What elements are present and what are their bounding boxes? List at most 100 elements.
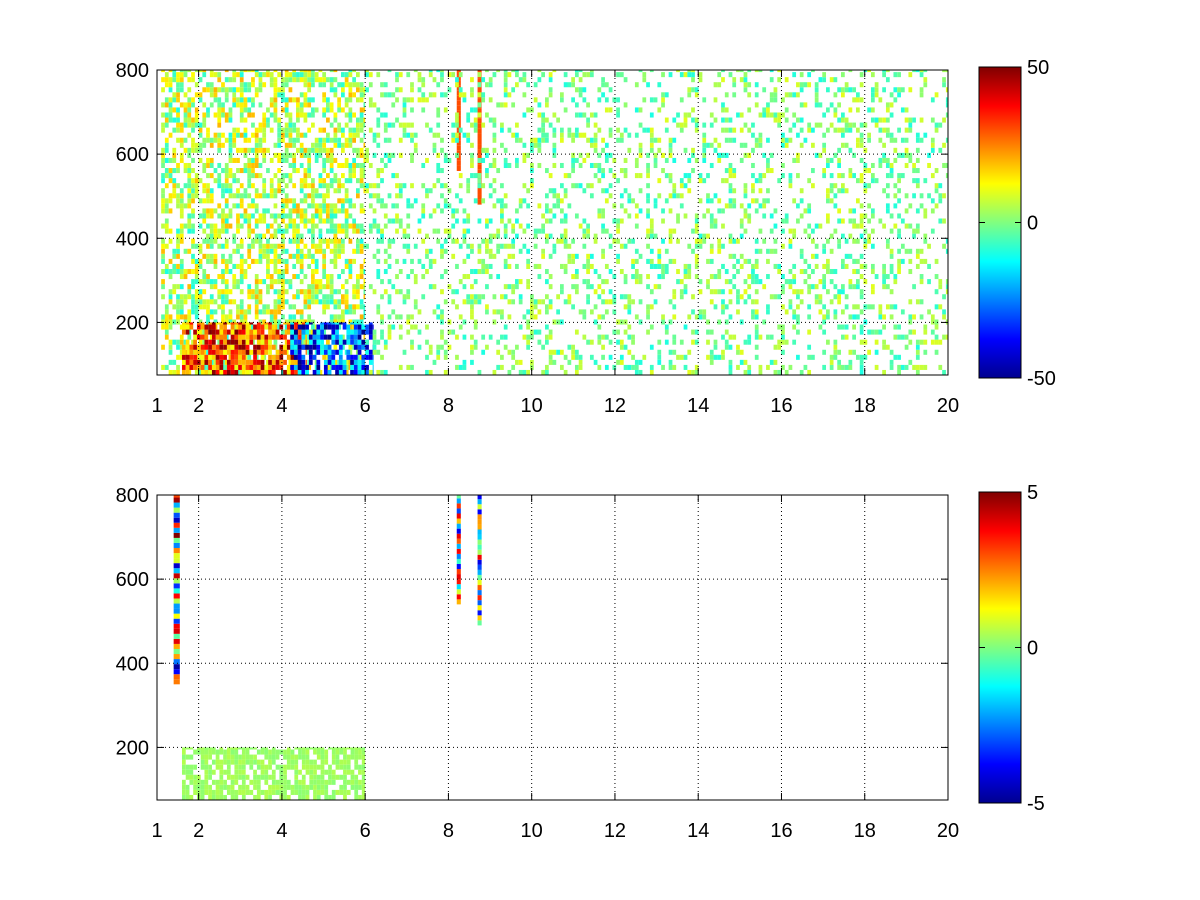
top-heatmap-cell [353, 322, 358, 325]
top-heatmap-cell [511, 87, 516, 93]
top-heatmap-cell [548, 218, 553, 224]
top-heatmap-cell [833, 339, 838, 345]
top-heatmap-cell [724, 168, 729, 174]
top-heatmap-cell [462, 97, 467, 103]
top-heatmap-cell [183, 314, 188, 320]
top-heatmap-cell [533, 314, 538, 320]
top-heatmap-cell [533, 263, 538, 269]
top-heatmap-cell [217, 173, 222, 179]
top-heatmap-cell [323, 364, 328, 370]
top-heatmap-cell [477, 194, 482, 200]
top-heatmap-cell [303, 178, 308, 184]
top-heatmap-cell [721, 102, 725, 108]
top-heatmap-cell [788, 238, 793, 244]
top-heatmap-cell [638, 188, 643, 194]
top-heatmap-cell [833, 309, 838, 315]
top-heatmap-cell [247, 304, 252, 310]
top-heatmap-cell [161, 193, 165, 199]
top-heatmap-cell [376, 228, 381, 234]
top-heatmap-cell [488, 274, 493, 280]
top-heatmap-cell [919, 117, 924, 123]
top-heatmap-cell [814, 152, 819, 158]
top-heatmap-cell [732, 92, 737, 98]
top-heatmap-cell [363, 289, 366, 295]
top-heatmap-cell [679, 193, 684, 199]
top-heatmap-cell [859, 178, 864, 184]
top-heatmap-cell [503, 102, 508, 108]
top-heatmap-cell [198, 299, 203, 305]
top-heatmap-cell [485, 284, 489, 290]
top-heatmap-cell [698, 279, 703, 285]
top-heatmap-cell [919, 314, 924, 320]
top-heatmap-cell [215, 364, 220, 370]
top-heatmap-cell [183, 248, 188, 254]
top-heatmap-cell [473, 344, 478, 350]
top-heatmap-cell [586, 117, 590, 123]
top-heatmap-cell [284, 173, 289, 179]
top-heatmap-cell [299, 178, 304, 184]
top-heatmap-cell [687, 70, 692, 73]
top-heatmap-cell [889, 349, 894, 355]
top-heatmap-cell [372, 223, 377, 229]
top-heatmap-cell [754, 198, 759, 204]
top-heatmap-cell [796, 289, 800, 295]
top-heatmap-cell [781, 324, 785, 330]
top-heatmap-cell [228, 157, 233, 163]
top-heatmap-cell [751, 147, 755, 153]
top-heatmap-cell [672, 228, 677, 234]
top-heatmap-cell [191, 168, 195, 174]
top-heatmap-cell [359, 314, 364, 320]
top-heatmap-cell [221, 319, 225, 325]
top-heatmap-cell [559, 233, 564, 239]
top-heatmap-cell [268, 359, 272, 365]
top-heatmap-cell [337, 319, 342, 325]
top-heatmap-cell [462, 233, 467, 239]
top-heatmap-cell [213, 228, 218, 234]
top-heatmap-cell [758, 173, 763, 179]
top-heatmap-cell [668, 142, 673, 148]
top-heatmap-cell [908, 127, 913, 133]
top-heatmap-cell [365, 339, 369, 345]
top-heatmap-cell [559, 137, 564, 143]
top-heatmap-cell [567, 258, 572, 264]
top-heatmap-cell [179, 208, 184, 214]
top-heatmap-cell [882, 274, 886, 280]
top-heatmap-cell [164, 168, 169, 174]
top-heatmap-cell [747, 92, 752, 98]
top-heatmap-cell [387, 294, 392, 300]
top-heatmap-cell [355, 162, 360, 169]
top-heatmap-cell [307, 289, 312, 295]
top-heatmap-cell [290, 349, 294, 355]
top-heatmap-cell [337, 198, 342, 204]
top-heatmap-cell [380, 329, 384, 335]
top-heatmap-cell [638, 147, 643, 153]
top-heatmap-cell [559, 92, 564, 98]
top-heatmap-cell [258, 137, 263, 143]
bottom-heatmap-cell [200, 759, 205, 765]
top-heatmap-cell [209, 72, 214, 78]
top-heatmap-cell [511, 349, 516, 355]
top-heatmap-cell [311, 97, 315, 103]
top-heatmap-cell [661, 92, 665, 98]
top-heatmap-cell [709, 243, 714, 249]
top-heatmap-cell [213, 132, 218, 138]
top-heatmap-cell [254, 137, 259, 143]
top-heatmap-cell [344, 258, 349, 264]
top-heatmap-cell [724, 344, 729, 350]
top-heatmap-cell [194, 304, 199, 310]
top-heatmap-cell [751, 132, 755, 138]
top-heatmap-cell [230, 349, 235, 355]
top-heatmap-cell [297, 364, 302, 370]
top-heatmap-cell [273, 314, 278, 320]
top-heatmap-cell [236, 324, 240, 330]
top-heatmap-cell [878, 314, 883, 320]
top-heatmap-cell [262, 112, 267, 118]
top-heatmap-cell [391, 152, 396, 158]
top-heatmap-cell [754, 354, 759, 360]
top-heatmap-cell [337, 243, 342, 249]
top-heatmap-cell [329, 218, 334, 224]
top-heatmap-cell [893, 97, 898, 103]
top-heatmap-cell [863, 147, 868, 153]
top-heatmap-cell [432, 147, 437, 153]
top-heatmap-cell [762, 173, 767, 179]
